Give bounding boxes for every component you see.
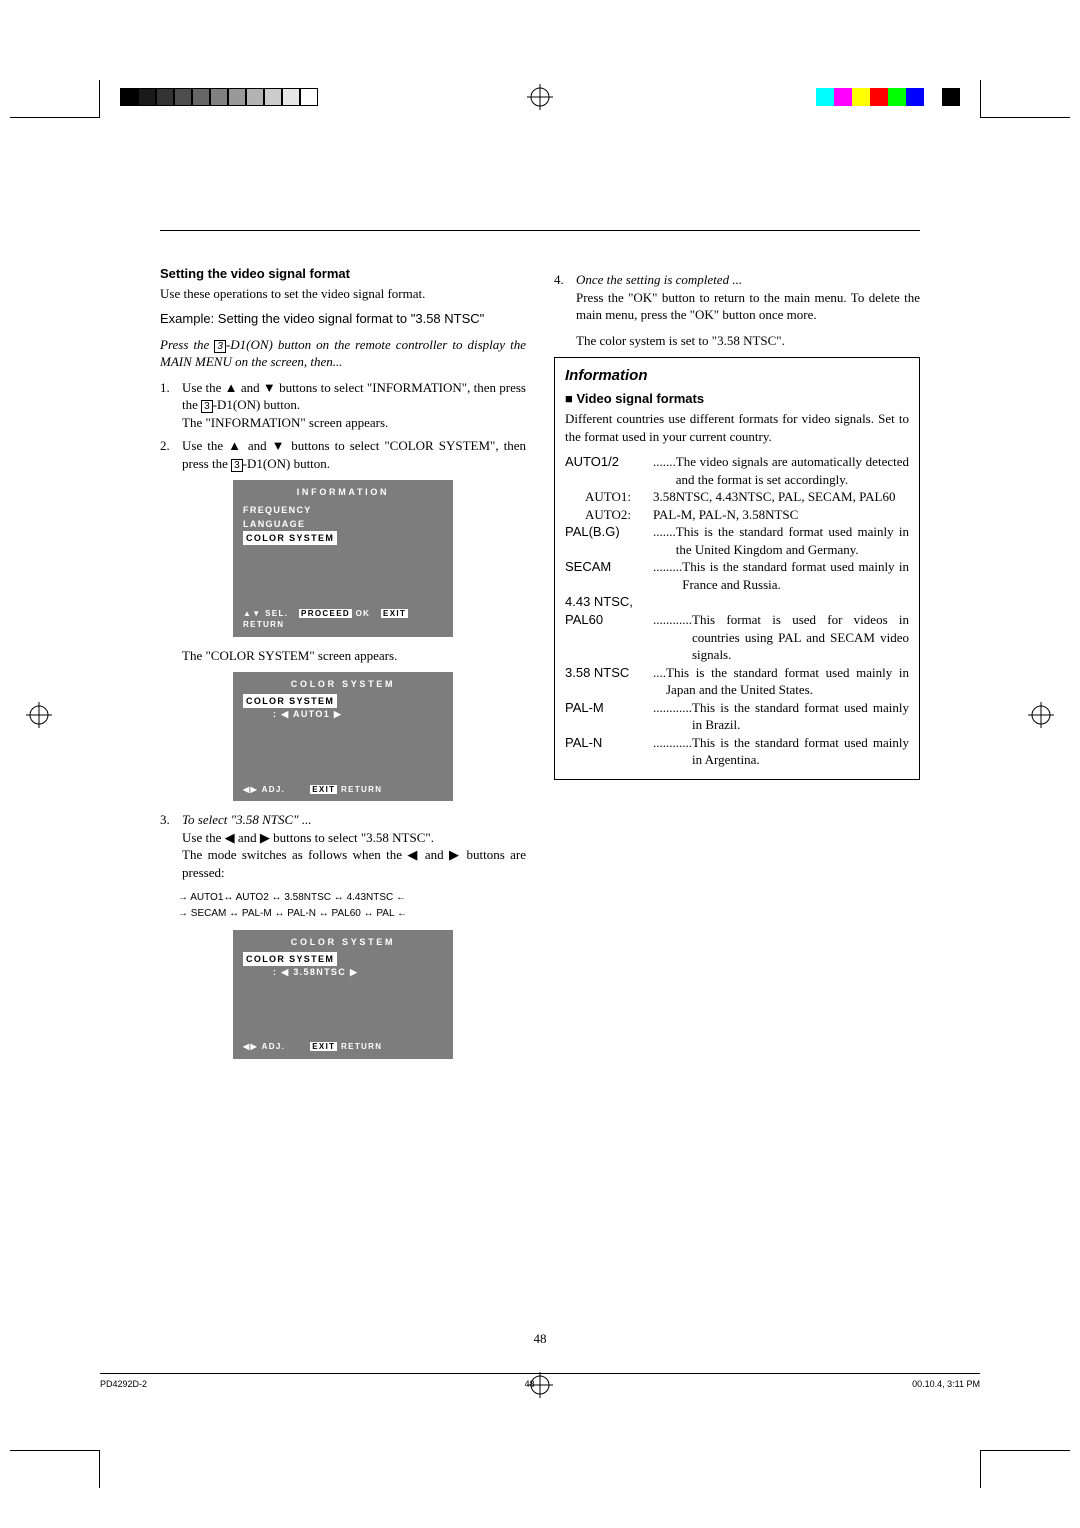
key-3: 3 [214,340,226,353]
crop-mark-tl [10,80,100,118]
osd-value-358ntsc: : ◀ 3.58NTSC ▶ [273,966,358,978]
key-3: 3 [231,459,243,472]
color-bar [816,88,960,106]
footer-date: 00.10.4, 3:11 PM [912,1378,980,1390]
crop-mark-br [980,1450,1070,1488]
step-3: 3. To select "3.58 NTSC" ... Use the ◀ a… [160,811,526,881]
grayscale-bar [120,88,318,106]
crop-mark-tr [980,80,1070,118]
step-list-3: 3. To select "3.58 NTSC" ... Use the ◀ a… [160,811,526,881]
osd-title: INFORMATION [243,486,443,498]
info-intro: Different countries use different format… [565,410,909,445]
page-number: 48 [0,1330,1080,1348]
format-row: PAL-M ............ This is the standard … [565,699,909,734]
format-row: 4.43 NTSC, [565,593,909,611]
format-row: SECAM ......... This is the standard for… [565,558,909,593]
left-column: Setting the video signal format Use thes… [160,265,526,1069]
info-subheading: Video signal formats [565,390,909,408]
osd-color-system-auto: COLOR SYSTEM COLOR SYSTEM : ◀ AUTO1 ▶ ◀▶… [233,672,453,801]
press-instruction: Press the 3-D1(ON) button on the remote … [160,336,526,371]
format-row: AUTO1:3.58NTSC, 4.43NTSC, PAL, SECAM, PA… [565,488,909,506]
osd-item-color-system: COLOR SYSTEM [243,694,337,708]
step-list: 1. Use the ▲ and ▼ buttons to select "IN… [160,379,526,473]
format-definition-list: AUTO1/2 ....... The video signals are au… [565,453,909,769]
footer-doc-id: PD4292D-2 [100,1378,147,1390]
format-row: AUTO1/2 ....... The video signals are au… [565,453,909,488]
registration-target-right [1028,702,1054,728]
crop-mark-bl [10,1450,100,1488]
osd-footer: ◀▶ ADJ. EXIT RETURN [243,785,443,796]
step-list-4: 4. Once the setting is completed ... Pre… [554,271,920,324]
format-row: 3.58 NTSC .... This is the standard form… [565,664,909,699]
result-text: The color system is set to "3.58 NTSC". [554,332,920,350]
format-row: PAL60 ............ This format is used f… [565,611,909,664]
mode-chain: → AUTO1↔ AUTO2 ↔ 3.58NTSC ↔ 4.43NTSC ← →… [178,890,526,922]
osd-item-color-system: COLOR SYSTEM [243,952,337,966]
format-row: PAL-N ............ This is the standard … [565,734,909,769]
osd-information-menu: INFORMATION FREQUENCY LANGUAGE COLOR SYS… [233,480,453,636]
example-text: Example: Setting the video signal format… [160,310,526,328]
step-4: 4. Once the setting is completed ... Pre… [554,271,920,324]
osd-title: COLOR SYSTEM [243,936,443,948]
osd-footer: ▲▼ SEL. PROCEED OK EXIT RETURN [243,609,443,631]
osd-item-language: LANGUAGE [243,517,443,531]
osd-color-system-358ntsc: COLOR SYSTEM COLOR SYSTEM : ◀ 3.58NTSC ▶… [233,930,453,1059]
registration-target-left [26,702,52,728]
key-3: 3 [201,400,213,413]
format-row: PAL(B.G) ....... This is the standard fo… [565,523,909,558]
footer-page: 48 [525,1378,535,1390]
page-content: Setting the video signal format Use thes… [160,230,920,1069]
info-heading: Information [565,366,909,386]
osd-footer: ◀▶ ADJ. EXIT RETURN [243,1042,443,1053]
osd-item-color-system: COLOR SYSTEM [243,531,337,545]
step-2: 2. Use the ▲ and ▼ buttons to select "CO… [160,437,526,472]
osd-item-frequency: FREQUENCY [243,503,443,517]
right-column: 4. Once the setting is completed ... Pre… [554,265,920,1069]
osd-value-auto1: : ◀ AUTO1 ▶ [273,708,342,720]
osd-title: COLOR SYSTEM [243,678,443,690]
after-osd1: The "COLOR SYSTEM" screen appears. [160,647,526,665]
step-1: 1. Use the ▲ and ▼ buttons to select "IN… [160,379,526,432]
intro-text: Use these operations to set the video si… [160,285,526,303]
registration-target-top [527,84,553,110]
print-footer: PD4292D-2 48 00.10.4, 3:11 PM [100,1373,980,1390]
section-heading: Setting the video signal format [160,265,526,283]
format-row: AUTO2:PAL-M, PAL-N, 3.58NTSC [565,506,909,524]
information-box: Information Video signal formats Differe… [554,357,920,780]
